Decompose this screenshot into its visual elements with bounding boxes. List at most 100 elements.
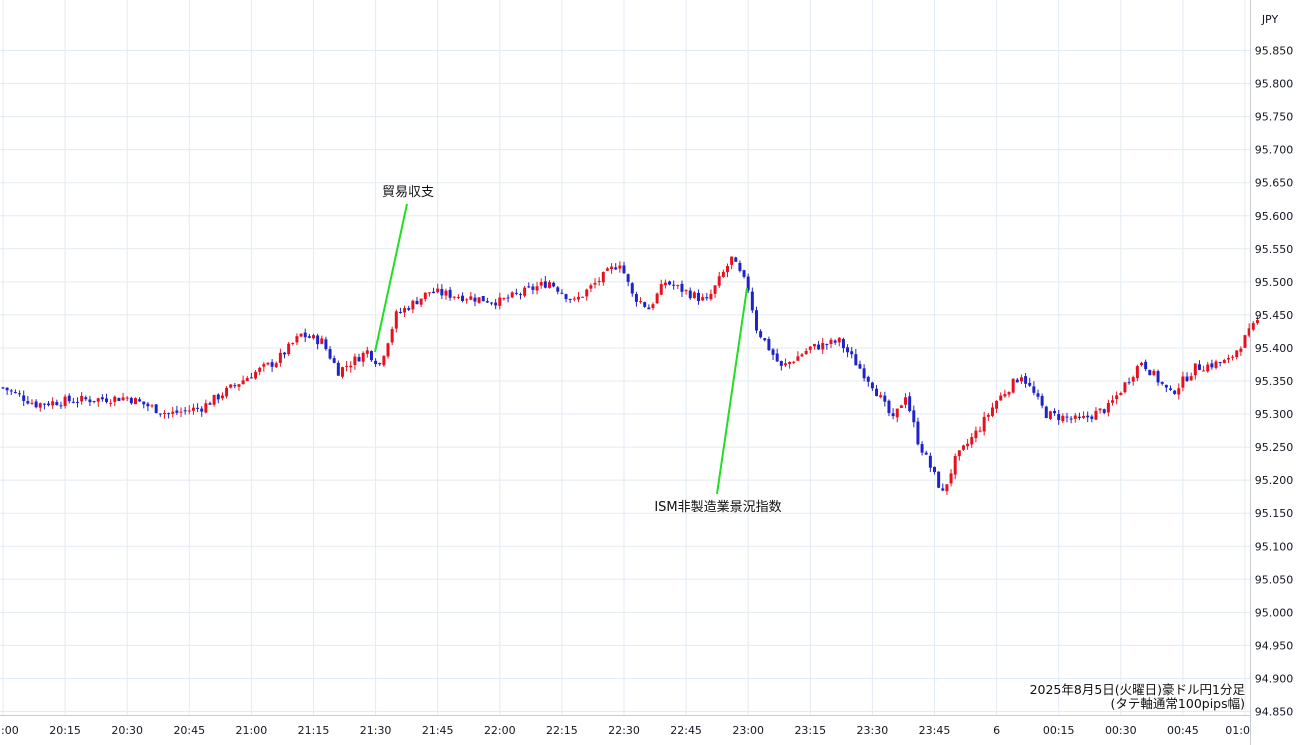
candle-body xyxy=(22,395,26,401)
time-tick-label: 6 xyxy=(993,724,1000,737)
candle-body xyxy=(933,466,936,472)
candle-body xyxy=(100,397,104,400)
price-tick-label: 95.200 xyxy=(1255,474,1294,487)
candle-body xyxy=(320,338,324,344)
time-tick-label: 23:45 xyxy=(919,724,951,737)
price-tick-label: 95.300 xyxy=(1255,408,1294,421)
candle-body xyxy=(846,347,850,353)
candle-body xyxy=(38,403,42,408)
candle-body xyxy=(978,430,982,432)
candle-body xyxy=(365,350,369,354)
candle-body xyxy=(1193,363,1197,376)
candle-body xyxy=(639,301,643,303)
candle-body xyxy=(59,405,63,407)
candle-body xyxy=(179,411,183,413)
candle-body xyxy=(237,384,241,387)
candle-body xyxy=(970,437,974,445)
plot-background xyxy=(0,0,1250,715)
candle-body xyxy=(796,356,800,361)
candle-body xyxy=(734,257,738,262)
candle-body xyxy=(1036,393,1040,397)
price-tick-label: 94.900 xyxy=(1255,672,1294,685)
candle-body xyxy=(1094,410,1098,420)
candle-body xyxy=(771,349,775,355)
candle-body xyxy=(986,414,990,417)
price-tick-label: 95.850 xyxy=(1255,45,1294,58)
time-tick-label: 22:30 xyxy=(608,724,640,737)
price-tick-label: 95.150 xyxy=(1255,507,1294,520)
candle-body xyxy=(415,300,419,305)
candle-body xyxy=(204,403,208,413)
candle-body xyxy=(1210,363,1214,368)
candle-body xyxy=(158,413,162,415)
candle-body xyxy=(303,332,307,338)
candles xyxy=(1,256,1259,495)
candle-body xyxy=(1077,416,1081,418)
candle-body xyxy=(713,285,717,294)
candle-body xyxy=(792,361,796,363)
candle-body xyxy=(643,302,647,307)
candle-body xyxy=(278,352,282,363)
candle-body xyxy=(1011,378,1015,393)
candle-body xyxy=(1164,384,1168,388)
candle-body xyxy=(386,343,390,357)
time-tick-label: :00 xyxy=(1,724,19,737)
candle-body xyxy=(299,333,303,337)
candle-body xyxy=(821,342,825,350)
candle-body xyxy=(1247,328,1251,336)
time-axis[interactable]: :00 20:15 20:30 20:45 21:00 21:15 21:30 21:45 22… xyxy=(1,724,1250,737)
price-tick-label: 95.000 xyxy=(1255,606,1294,619)
candle-body xyxy=(444,290,448,296)
candle-body xyxy=(287,343,291,355)
candle-body xyxy=(229,384,233,388)
candle-body xyxy=(345,366,349,368)
grid-lines xyxy=(0,0,1250,715)
candle-body xyxy=(783,363,787,366)
candle-body xyxy=(945,484,949,492)
price-tick-label: 94.950 xyxy=(1255,639,1294,652)
price-tick-label: 95.800 xyxy=(1255,78,1294,91)
candle-body xyxy=(870,382,874,389)
candle-body xyxy=(465,299,469,301)
candle-body xyxy=(1015,379,1019,383)
candle-body xyxy=(999,395,1003,401)
candle-body xyxy=(113,396,117,402)
price-tick-label: 95.500 xyxy=(1255,276,1294,289)
candle-body xyxy=(9,390,13,392)
candle-body xyxy=(1123,382,1127,393)
candle-body xyxy=(705,297,709,299)
candle-body xyxy=(117,397,121,402)
candle-body xyxy=(804,350,808,354)
candle-body xyxy=(692,292,696,298)
price-tick-label: 95.100 xyxy=(1255,540,1294,553)
candle-body xyxy=(750,291,754,311)
candle-body xyxy=(191,407,195,411)
candle-body xyxy=(150,405,154,407)
candle-body xyxy=(829,339,833,344)
candle-body xyxy=(523,287,527,296)
candle-body xyxy=(676,285,680,287)
time-tick-label: 22:45 xyxy=(670,724,702,737)
candle-body xyxy=(808,346,812,350)
price-tick-label: 95.450 xyxy=(1255,309,1294,322)
candle-body xyxy=(995,400,999,409)
candle-body xyxy=(440,288,444,296)
candle-body xyxy=(332,358,336,363)
price-axis[interactable]: 95.850 95.800 95.750 95.700 95.650 95.600 95.5… xyxy=(1255,45,1294,719)
candle-body xyxy=(1057,414,1061,420)
candle-body xyxy=(1160,381,1164,384)
candle-body xyxy=(1206,364,1210,372)
time-tick-label: 23:15 xyxy=(794,724,826,737)
candle-body xyxy=(858,364,862,369)
candle-body xyxy=(717,276,721,286)
candle-body xyxy=(361,352,365,362)
time-tick-label: 00:45 xyxy=(1167,724,1199,737)
candle-body xyxy=(374,360,378,365)
chart-caption-title: 2025年8月5日(火曜日)豪ドル円1分足 xyxy=(1030,682,1246,697)
time-tick-label: 21:15 xyxy=(298,724,330,737)
candle-body xyxy=(572,298,576,300)
candle-body xyxy=(353,356,357,366)
candle-body xyxy=(668,281,672,285)
candle-body xyxy=(837,337,841,343)
